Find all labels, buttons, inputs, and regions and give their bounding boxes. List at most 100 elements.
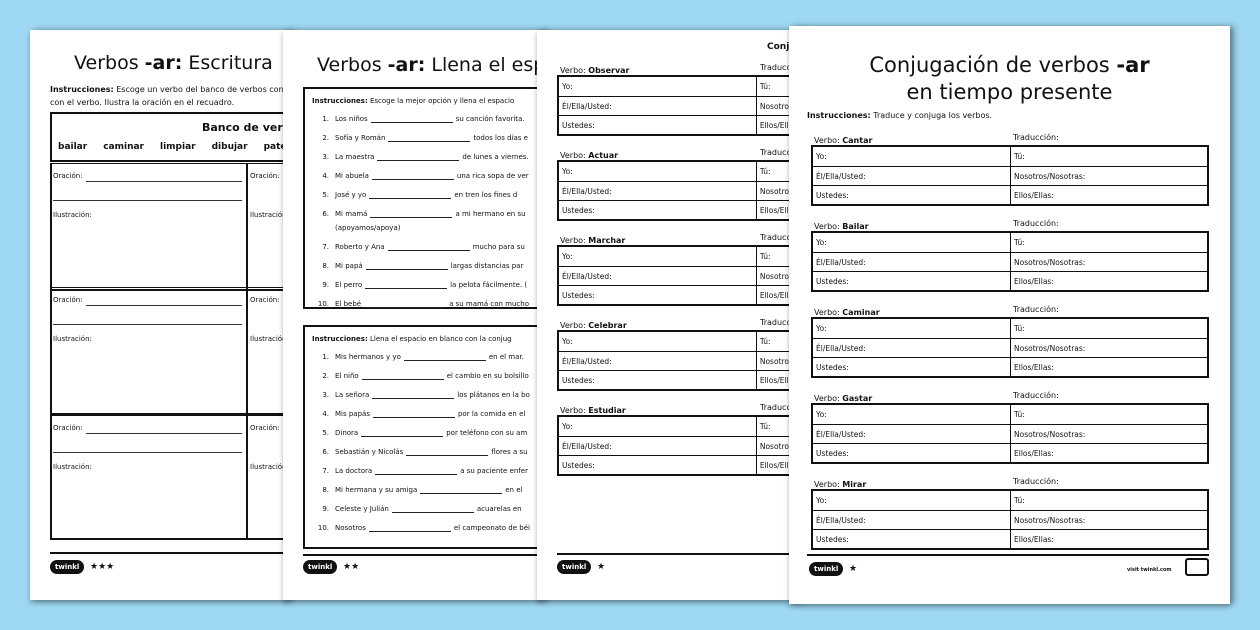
conjugation-cell[interactable]: Él/Ella/Usted:	[816, 344, 866, 353]
conjugation-cell[interactable]: Ellos/Ellas:	[1010, 186, 1207, 204]
blank-line[interactable]	[372, 410, 455, 418]
conjugation-cell[interactable]: Tú:	[1010, 147, 1207, 166]
blank-line[interactable]	[375, 467, 458, 475]
conjugation-cell[interactable]: Yo:	[816, 324, 827, 333]
conjugation-cell[interactable]: Nosotros/Nosotras:	[1010, 339, 1207, 357]
blank-line[interactable]	[368, 524, 451, 532]
conjugation-cell[interactable]: Yo:	[816, 152, 827, 161]
blank-line[interactable]	[388, 134, 471, 142]
conjugation-cell[interactable]: Ellos/Ellas:	[755, 286, 800, 304]
conjugation-cell[interactable]: Ustedes:	[816, 277, 849, 286]
difficulty-stars: ★	[849, 564, 858, 574]
conjugation-row: Yo: Tú:	[559, 417, 800, 436]
conjugation-cell[interactable]: Tú:	[1010, 405, 1207, 424]
blank-line[interactable]	[387, 243, 470, 251]
conjugation-cell[interactable]: Ustedes:	[562, 461, 595, 470]
conjugation-cell[interactable]: Nosotros/Nosotras:	[755, 267, 800, 285]
answer-line[interactable]	[86, 181, 242, 182]
conjugation-cell[interactable]: Tú:	[1010, 233, 1207, 252]
conjugation-cell[interactable]: Yo:	[816, 410, 827, 419]
conjugation-cell[interactable]: Ellos/Ellas:	[1010, 530, 1207, 548]
blank-line[interactable]	[369, 191, 452, 199]
blank-line[interactable]	[403, 353, 486, 361]
fill-in-item: 1. Los niños su canción favorita.	[322, 115, 525, 123]
conjugation-cell[interactable]: Nosotros/Nosotras:	[1010, 167, 1207, 185]
blank-line[interactable]	[371, 172, 454, 180]
conjugation-cell[interactable]: Él/Ella/Usted:	[562, 442, 612, 451]
conjugation-cell[interactable]: Ellos/Ellas:	[755, 371, 800, 389]
conjugation-cell[interactable]: Él/Ella/Usted:	[562, 187, 612, 196]
conjugation-cell[interactable]: Ustedes:	[816, 535, 849, 544]
blank-line[interactable]	[372, 391, 455, 399]
conjugation-cell[interactable]: Nosotros/Nosotras:	[755, 182, 800, 200]
answer-line[interactable]	[86, 305, 242, 306]
conjugation-row: Yo: Tú:	[813, 233, 1207, 252]
conjugation-cell[interactable]: Yo:	[562, 167, 573, 176]
conjugation-cell[interactable]: Ustedes:	[816, 449, 849, 458]
conjugation-cell[interactable]: Nosotros/Nosotras:	[1010, 253, 1207, 271]
blank-line[interactable]	[365, 281, 448, 289]
conjugation-cell[interactable]: Tú:	[755, 162, 800, 181]
fill-in-item: 10. Nosotros el campeonato de béi	[317, 524, 530, 532]
blank-line[interactable]	[391, 505, 474, 513]
conjugation-cell[interactable]: Yo:	[562, 82, 573, 91]
conjugation-cell[interactable]: Nosotros/Nosotras:	[755, 97, 800, 115]
conjugation-cell[interactable]: Él/Ella/Usted:	[816, 258, 866, 267]
conjugation-cell[interactable]: Yo:	[816, 238, 827, 247]
ilustracion-label: Ilustración:	[250, 211, 289, 219]
conjugation-cell[interactable]: Él/Ella/Usted:	[562, 102, 612, 111]
worksheet-page-conjugacion-2: Conjugación de verbos -ar en tiempo pres…	[789, 26, 1230, 604]
blank-line[interactable]	[370, 210, 453, 218]
conjugation-row: Ustedes: Ellos/Ellas:	[813, 357, 1207, 376]
blank-line[interactable]	[406, 448, 489, 456]
answer-line[interactable]	[86, 433, 242, 434]
conjugation-cell[interactable]: Tú:	[755, 417, 800, 436]
conjugation-cell[interactable]: Nosotros/Nosotras:	[1010, 511, 1207, 529]
fill-in-item: 6. Mi mamá a mi hermano en su	[322, 210, 526, 218]
blank-line[interactable]	[364, 300, 447, 308]
conjugation-cell[interactable]: Ellos/Ellas:	[1010, 444, 1207, 462]
conjugation-cell[interactable]: Él/Ella/Usted:	[816, 516, 866, 525]
conjugation-cell[interactable]: Nosotros/Nosotras:	[755, 437, 800, 455]
conjugation-cell[interactable]: Ellos/Ellas:	[755, 456, 800, 474]
blank-line[interactable]	[361, 372, 444, 380]
blank-line[interactable]	[377, 153, 460, 161]
difficulty-stars: ★★	[343, 562, 360, 572]
conjugation-cell[interactable]: Tú:	[755, 332, 800, 351]
conjugation-cell[interactable]: Yo:	[562, 422, 573, 431]
conjugation-cell[interactable]: Él/Ella/Usted:	[816, 430, 866, 439]
conjugation-cell[interactable]: Ellos/Ellas:	[755, 201, 800, 219]
conjugation-cell[interactable]: Ustedes:	[816, 191, 849, 200]
blank-line[interactable]	[420, 486, 503, 494]
conjugation-row: Él/Ella/Usted: Nosotros/Nosotras:	[813, 338, 1207, 357]
blank-line[interactable]	[361, 429, 444, 437]
conjugation-cell[interactable]: Tú:	[755, 77, 800, 96]
conjugation-cell[interactable]: Tú:	[1010, 491, 1207, 510]
fill-in-item: 2. El niño el cambio en su bolsillo	[322, 372, 529, 380]
conjugation-cell[interactable]: Tú:	[1010, 319, 1207, 338]
sentence-box-right	[246, 415, 290, 540]
conjugation-cell[interactable]: Él/Ella/Usted:	[562, 357, 612, 366]
conjugation-cell[interactable]: Él/Ella/Usted:	[562, 272, 612, 281]
conjugation-cell[interactable]: Nosotros/Nosotras:	[755, 352, 800, 370]
conjugation-cell[interactable]: Ustedes:	[816, 363, 849, 372]
blank-line[interactable]	[365, 262, 448, 270]
conjugation-cell[interactable]: Yo:	[562, 252, 573, 261]
conjugation-cell[interactable]: Ellos/Ellas:	[755, 116, 800, 134]
conjugation-cell[interactable]: Tú:	[755, 247, 800, 266]
conjugation-cell[interactable]: Ustedes:	[562, 376, 595, 385]
conjugation-cell[interactable]: Yo:	[562, 337, 573, 346]
oracion-label: Oración:	[53, 424, 83, 432]
answer-line[interactable]	[53, 452, 242, 453]
conjugation-cell[interactable]: Ustedes:	[562, 291, 595, 300]
answer-line[interactable]	[53, 200, 242, 201]
blank-line[interactable]	[370, 115, 453, 123]
conjugation-cell[interactable]: Él/Ella/Usted:	[816, 172, 866, 181]
answer-line[interactable]	[53, 324, 242, 325]
conjugation-cell[interactable]: Ellos/Ellas:	[1010, 358, 1207, 376]
conjugation-cell[interactable]: Ustedes:	[562, 121, 595, 130]
conjugation-cell[interactable]: Nosotros/Nosotras:	[1010, 425, 1207, 443]
conjugation-cell[interactable]: Ellos/Ellas:	[1010, 272, 1207, 290]
conjugation-cell[interactable]: Ustedes:	[562, 206, 595, 215]
conjugation-cell[interactable]: Yo:	[816, 496, 827, 505]
